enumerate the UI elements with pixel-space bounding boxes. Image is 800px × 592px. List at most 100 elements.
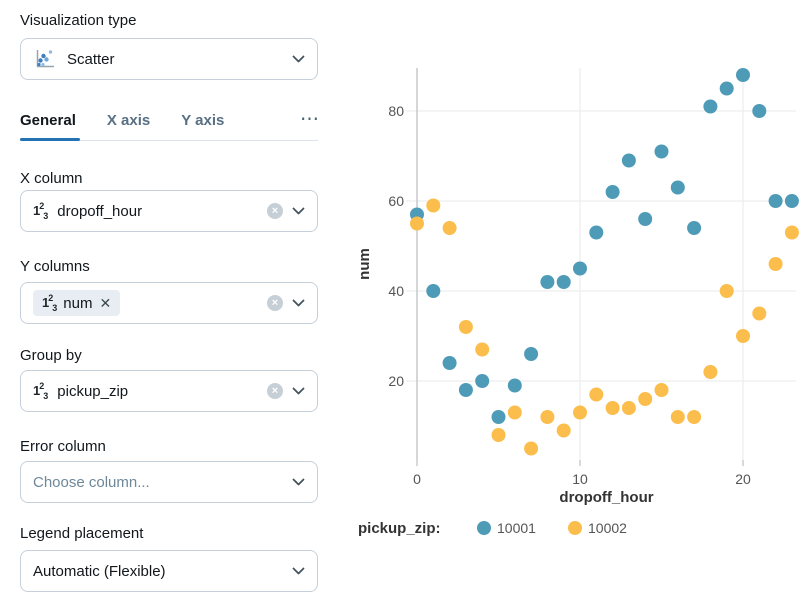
data-point-10002[interactable]	[491, 428, 506, 442]
data-point-10001[interactable]	[458, 383, 473, 397]
y-axis-title: num	[356, 248, 373, 280]
y-tick-label: 80	[388, 103, 404, 119]
data-point-10002[interactable]	[784, 225, 799, 240]
legend-title: pickup_zip:	[358, 520, 441, 537]
y-column-chip-value: num	[63, 294, 93, 312]
legend-label-10002: 10002	[588, 520, 627, 536]
data-point-10001[interactable]	[605, 185, 620, 199]
number-type-icon: 123	[33, 201, 48, 221]
viz-type-select[interactable]: Scatter	[20, 38, 318, 80]
data-point-10002[interactable]	[719, 284, 734, 298]
scatter-chart-svg: 20 40 60 80 0 10 20 num dropoff_hour pickup_zip: 1…	[356, 68, 799, 537]
x-tick-label: 20	[735, 471, 751, 487]
data-point-10001[interactable]	[752, 104, 767, 118]
data-point-10001[interactable]	[638, 212, 653, 226]
data-point-10001[interactable]	[621, 153, 636, 168]
error-column-label: Error column	[20, 438, 106, 455]
data-point-10002[interactable]	[573, 405, 587, 420]
y-tick-label: 20	[388, 373, 404, 389]
data-point-10001[interactable]	[507, 378, 522, 393]
legend-placement-value: Automatic (Flexible)	[33, 562, 166, 580]
y-columns-select[interactable]: 123 num ✕ ×	[20, 282, 318, 324]
chevron-down-icon	[292, 207, 305, 215]
data-point-10002[interactable]	[589, 387, 604, 402]
y-column-chip: 123 num ✕	[33, 290, 121, 316]
data-point-10001[interactable]	[540, 275, 555, 289]
data-point-10001[interactable]	[719, 81, 734, 96]
data-point-10001[interactable]	[736, 68, 750, 82]
legend-swatch-10002[interactable]	[568, 521, 582, 535]
legend-placement-label: Legend placement	[20, 525, 144, 542]
data-point-10002[interactable]	[556, 423, 571, 438]
x-column-label: X column	[20, 170, 83, 187]
legend-swatch-10001[interactable]	[477, 521, 491, 535]
error-column-select[interactable]: Choose column...	[20, 461, 318, 503]
data-point-10001[interactable]	[442, 356, 457, 370]
x-column-select[interactable]: 123 dropoff_hour ×	[20, 190, 318, 232]
data-point-10001[interactable]	[670, 180, 685, 195]
data-point-10001[interactable]	[589, 225, 604, 240]
number-type-icon: 123	[42, 293, 57, 313]
data-point-10002[interactable]	[442, 221, 457, 235]
chip-remove-icon[interactable]: ✕	[99, 295, 112, 311]
data-point-10002[interactable]	[605, 401, 620, 415]
x-axis-title: dropoff_hour	[559, 489, 653, 506]
chevron-down-icon	[292, 387, 305, 395]
group-by-select[interactable]: 123 pickup_zip ×	[20, 370, 318, 412]
y-columns-label: Y columns	[20, 258, 90, 275]
x-tick-label: 10	[572, 471, 588, 487]
data-point-10001[interactable]	[703, 99, 718, 114]
viz-type-label: Visualization type	[20, 12, 137, 29]
data-point-10002[interactable]	[426, 198, 441, 213]
data-point-10001[interactable]	[556, 275, 571, 289]
data-point-10001[interactable]	[426, 284, 441, 298]
group-by-label: Group by	[20, 347, 82, 364]
x-column-value: dropoff_hour	[57, 202, 143, 220]
data-point-10001[interactable]	[491, 410, 506, 424]
data-point-10001[interactable]	[768, 194, 783, 208]
chevron-down-icon	[292, 567, 305, 575]
data-point-10002[interactable]	[736, 329, 750, 343]
data-point-10001[interactable]	[524, 347, 539, 361]
tab-y-axis[interactable]: Y axis	[181, 112, 225, 129]
data-point-10001[interactable]	[784, 194, 799, 208]
data-point-10002[interactable]	[768, 257, 783, 271]
data-point-10002[interactable]	[410, 216, 424, 231]
data-point-10002[interactable]	[687, 410, 702, 424]
tab-general[interactable]: General	[20, 105, 80, 141]
chevron-down-icon	[292, 55, 305, 63]
data-point-10002[interactable]	[475, 342, 490, 357]
data-point-10002[interactable]	[752, 306, 767, 321]
data-point-10001[interactable]	[573, 261, 587, 276]
scatter-viz-icon	[36, 50, 54, 68]
data-point-10002[interactable]	[670, 410, 685, 424]
data-point-10002[interactable]	[507, 405, 522, 420]
data-point-10002[interactable]	[458, 320, 473, 334]
data-point-10002[interactable]	[540, 410, 555, 424]
data-point-10002[interactable]	[638, 392, 653, 406]
scatter-chart: 20 40 60 80 0 10 20 num dropoff_hour pickup_zip: 1…	[340, 0, 800, 586]
legend-placement-select[interactable]: Automatic (Flexible)	[20, 550, 318, 592]
chevron-down-icon	[292, 478, 305, 486]
y-tick-label: 60	[388, 193, 404, 209]
tab-overflow-button[interactable]: ⋯	[300, 109, 320, 130]
x-tick-label: 0	[413, 471, 421, 487]
clear-icon[interactable]: ×	[267, 203, 283, 219]
data-point-10002[interactable]	[703, 365, 718, 379]
data-point-10001[interactable]	[654, 144, 669, 159]
number-type-icon: 123	[33, 381, 48, 401]
data-point-10002[interactable]	[524, 441, 539, 456]
tab-x-axis[interactable]: X axis	[106, 112, 151, 129]
data-point-10001[interactable]	[687, 221, 702, 235]
data-point-10002[interactable]	[654, 383, 669, 397]
chevron-down-icon	[292, 299, 305, 307]
legend-label-10001: 10001	[497, 520, 536, 536]
data-point-10002[interactable]	[621, 401, 636, 415]
data-point-10001[interactable]	[475, 374, 490, 388]
tab-bar: General X axis Y axis	[20, 105, 318, 141]
viz-type-value: Scatter	[67, 50, 115, 68]
y-tick-label: 40	[388, 283, 404, 299]
clear-icon[interactable]: ×	[267, 295, 283, 311]
error-column-placeholder: Choose column...	[33, 473, 150, 491]
clear-icon[interactable]: ×	[267, 383, 283, 399]
